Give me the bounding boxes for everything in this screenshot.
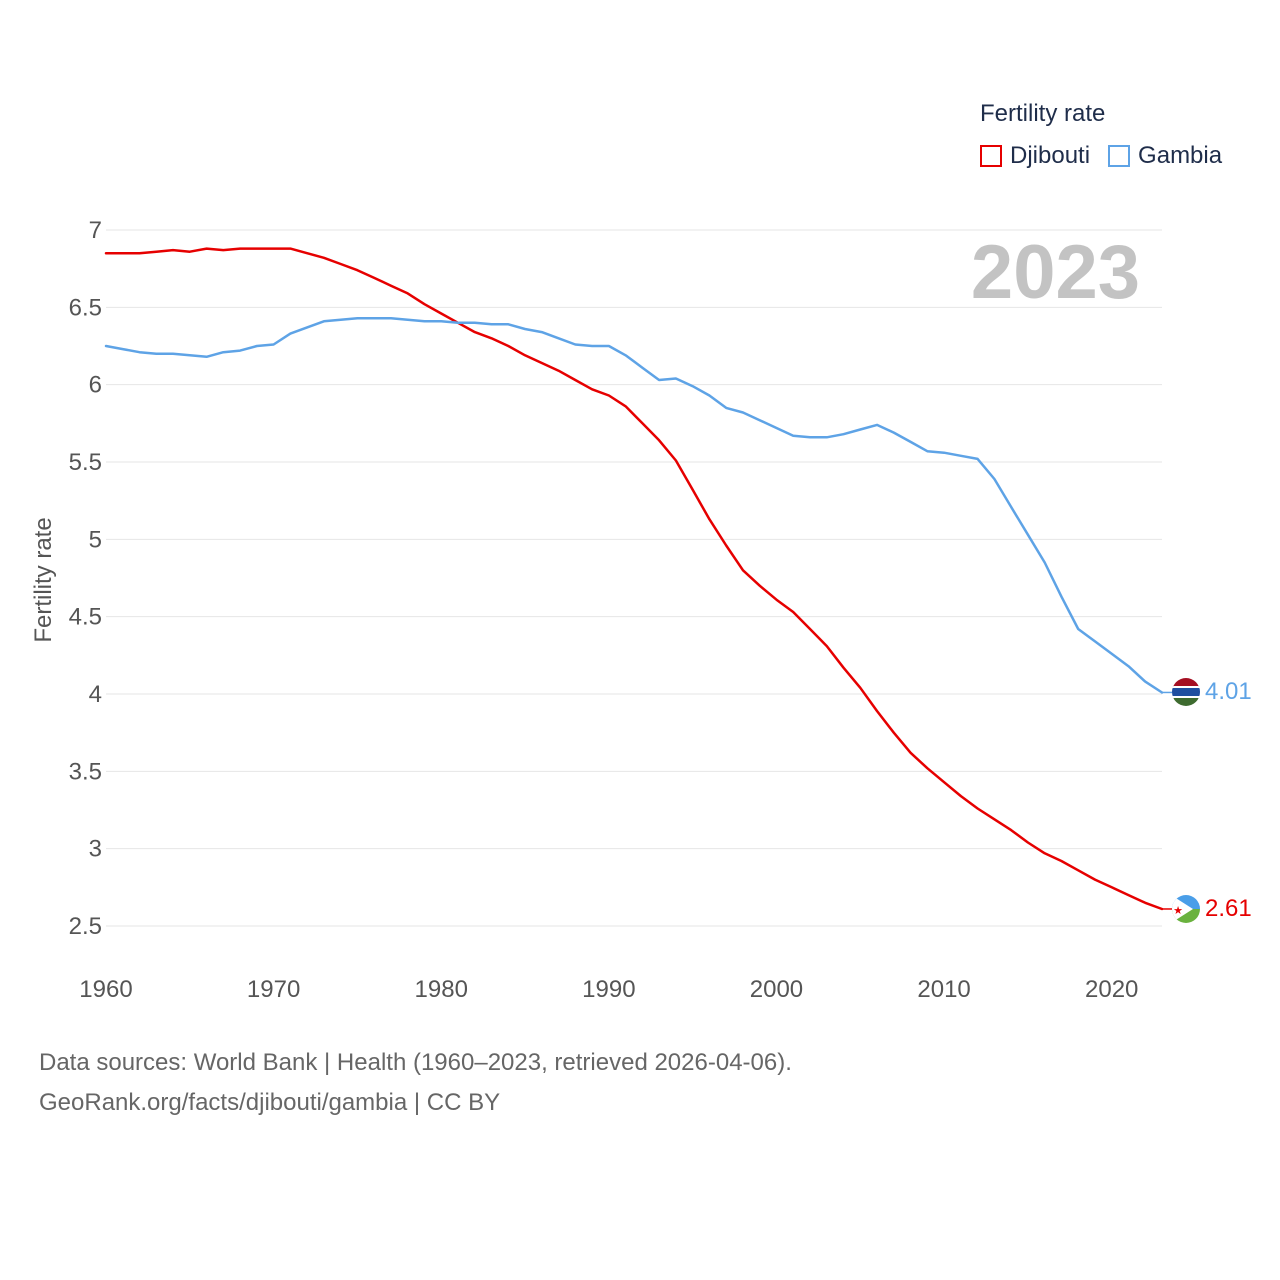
- x-axis-ticks: 1960 1970 1980 1990 2000 2010 2020: [79, 976, 1138, 1003]
- y-tick-label: 4.5: [69, 604, 102, 631]
- y-tick-label: 7: [89, 217, 102, 244]
- svg-text:★: ★: [1173, 904, 1183, 917]
- y-tick-label: 2.5: [69, 913, 102, 940]
- x-tick-label: 1980: [415, 976, 468, 1003]
- year-watermark: 2023: [971, 230, 1140, 315]
- x-tick-label: 1970: [247, 976, 300, 1003]
- gambia-end-value: 4.01: [1205, 678, 1252, 705]
- y-tick-label: 5.5: [69, 449, 102, 476]
- data-source: Data sources: World Bank | Health (1960–…: [39, 1043, 792, 1123]
- y-tick-label: 6: [89, 372, 102, 399]
- series-line-djibouti[interactable]: [104, 247, 1164, 911]
- x-tick-label: 2020: [1085, 976, 1138, 1003]
- legend-item-gambia[interactable]: Gambia: [1108, 142, 1222, 170]
- source-line-2[interactable]: GeoRank.org/facts/djibouti/gambia | CC B…: [39, 1089, 501, 1116]
- y-tick-label: 4: [89, 681, 102, 708]
- legend-label-gambia: Gambia: [1138, 142, 1223, 169]
- djibouti-end-value: 2.61: [1205, 895, 1252, 922]
- x-tick-label: 1990: [582, 976, 635, 1003]
- x-tick-label: 2000: [750, 976, 803, 1003]
- y-axis-ticks: 2.5 3 3.5 4 4.5 5 5.5 6 6.5 7: [69, 217, 102, 940]
- legend: Djibouti Gambia: [980, 142, 1240, 170]
- x-tick-label: 2010: [917, 976, 970, 1003]
- series-line-gambia[interactable]: [104, 316, 1164, 694]
- legend-item-djibouti[interactable]: Djibouti: [980, 142, 1090, 170]
- y-axis-label: Fertility rate: [30, 517, 57, 642]
- gridlines: [106, 229, 1162, 927]
- y-tick-label: 6.5: [69, 294, 102, 321]
- gambia-flag-icon: [1172, 678, 1200, 706]
- legend-title: Fertility rate: [980, 100, 1106, 127]
- source-line-1: Data sources: World Bank | Health (1960–…: [39, 1049, 792, 1076]
- x-tick-label: 1960: [79, 976, 132, 1003]
- y-tick-label: 3.5: [69, 758, 102, 785]
- legend-label-djibouti: Djibouti: [1010, 142, 1091, 169]
- y-tick-label: 3: [89, 836, 102, 863]
- series-lines: [104, 247, 1172, 911]
- legend-swatch-djibouti: [980, 145, 1002, 167]
- djibouti-flag-icon: ★: [1172, 895, 1200, 923]
- legend-swatch-gambia: [1108, 145, 1131, 167]
- y-tick-label: 5: [89, 526, 102, 553]
